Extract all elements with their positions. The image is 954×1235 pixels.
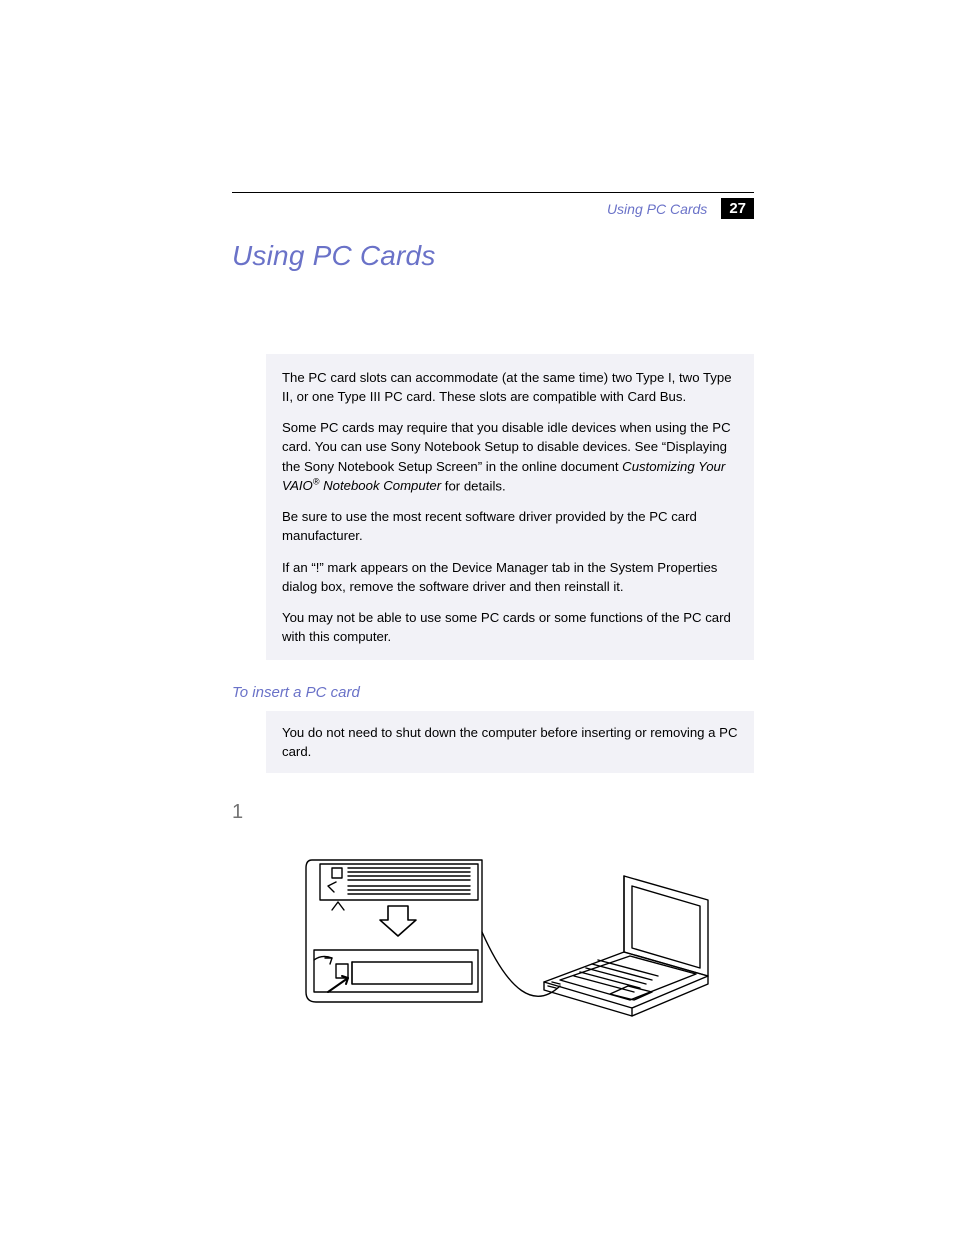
note-paragraph: Be sure to use the most recent software … <box>282 507 738 545</box>
header-rule <box>232 192 754 193</box>
notes-box: The PC card slots can accommodate (at th… <box>266 354 754 660</box>
callout-box: You do not need to shut down the compute… <box>266 711 754 773</box>
note-paragraph: The PC card slots can accommodate (at th… <box>282 368 738 406</box>
running-section-label: Using PC Cards <box>607 201 707 217</box>
note-paragraph: If an “!” mark appears on the Device Man… <box>282 558 738 596</box>
body-column: The PC card slots can accommodate (at th… <box>266 354 754 660</box>
page-number-box: 27 <box>721 198 754 219</box>
procedure-subhead: To insert a PC card <box>232 684 754 701</box>
figure-pc-card-insertion <box>292 842 722 1042</box>
callout-text: You do not need to shut down the compute… <box>282 725 738 759</box>
page: Using PC Cards 27 Using PC Cards The PC … <box>0 0 954 1235</box>
step-number: 1 <box>232 801 754 824</box>
note-paragraph: Some PC cards may require that you disab… <box>282 418 738 495</box>
pc-card-illustration-icon <box>292 842 722 1042</box>
note-paragraph: You may not be able to use some PC cards… <box>282 608 738 646</box>
page-title: Using PC Cards <box>232 240 754 272</box>
running-head: Using PC Cards 27 <box>607 198 754 219</box>
doc-ref-suffix: Notebook Computer <box>319 478 441 493</box>
note-text: for details. <box>441 478 506 493</box>
